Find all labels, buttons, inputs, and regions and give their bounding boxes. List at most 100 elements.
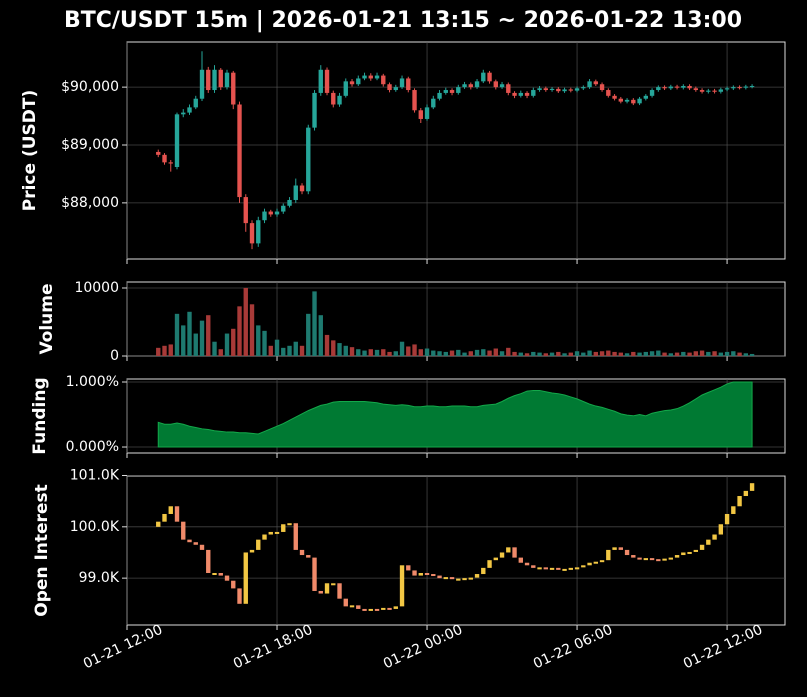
oi-candle-body <box>724 513 730 525</box>
candle-body <box>687 85 692 89</box>
volume-bar <box>718 352 724 356</box>
volume-bar <box>562 353 567 356</box>
candle-body <box>481 72 486 82</box>
oi-candle-body <box>424 573 430 576</box>
volume-bar <box>331 340 336 356</box>
volume-bar <box>306 313 311 356</box>
candle-body <box>406 78 411 91</box>
candle-body <box>499 84 505 88</box>
oi-candle-body <box>399 565 405 607</box>
x-tick-label: 01-22 00:00 <box>381 622 465 673</box>
oi-candle-body <box>449 577 455 580</box>
candle-body <box>712 90 717 92</box>
oi-candle-body <box>649 558 655 561</box>
candle-body <box>287 199 292 206</box>
oi-candle-body <box>287 523 292 526</box>
candle-body <box>456 87 461 93</box>
candle-body <box>218 69 223 88</box>
candle-body <box>537 88 542 91</box>
candle-body <box>624 99 630 102</box>
x-tick-label: 01-21 12:00 <box>81 622 165 673</box>
oi-candle-body <box>512 547 517 558</box>
candle-body <box>168 162 173 164</box>
oi-candle-body <box>193 542 198 545</box>
y-tick-label: 100.0K <box>70 519 120 535</box>
volume-bar <box>699 350 705 356</box>
candle-body <box>443 90 448 93</box>
candle-body <box>162 154 167 163</box>
candle-body <box>349 81 355 85</box>
candle-body <box>581 87 586 89</box>
candle-body <box>393 87 398 91</box>
x-tick-label: 01-22 12:00 <box>681 622 765 673</box>
volume-bar <box>556 351 561 356</box>
volume-bar <box>624 353 630 356</box>
volume-bar <box>737 352 742 356</box>
volume-bar <box>162 345 167 356</box>
oi-candle-body <box>643 558 649 561</box>
volume-bar <box>381 349 386 356</box>
candle-body <box>662 87 667 89</box>
candle-body <box>668 86 674 89</box>
volume-bar <box>349 347 355 356</box>
oi-candle-body <box>418 573 423 576</box>
oi-candle-body <box>381 607 386 610</box>
volume-bar <box>724 351 730 356</box>
oi-candle-body <box>156 521 161 527</box>
oi-candle-body <box>487 560 492 568</box>
oi-candle-body <box>556 567 561 570</box>
y-axis-label: Funding <box>30 377 50 454</box>
oi-candle-body <box>612 547 617 550</box>
candle-body <box>368 75 373 79</box>
oi-candle-body <box>562 568 567 571</box>
volume-bar <box>337 343 342 356</box>
volume-bar <box>518 352 523 356</box>
oi-candle-body <box>674 555 680 558</box>
volume-bar <box>668 353 674 356</box>
candle-body <box>649 90 655 96</box>
y-tick-label: 1.000% <box>66 374 119 390</box>
volume-bar <box>206 315 211 356</box>
oi-candle-body <box>593 561 598 564</box>
candle-body <box>343 81 348 96</box>
oi-candle-body <box>406 565 411 571</box>
oi-candle-body <box>549 567 555 570</box>
volume-bar <box>293 341 298 356</box>
volume-bar <box>174 313 180 356</box>
oi-candle-body <box>187 539 192 543</box>
volume-bar <box>287 345 292 356</box>
oi-candle-body <box>468 577 473 580</box>
candle-body <box>362 75 367 79</box>
volume-bar <box>237 306 242 356</box>
oi-candle-body <box>743 490 749 497</box>
candle-body <box>593 81 598 85</box>
volume-bar <box>568 352 573 356</box>
oi-candle-body <box>281 524 286 532</box>
oi-candle-body <box>431 574 436 577</box>
volume-bar <box>268 345 273 356</box>
volume-bar <box>587 350 592 356</box>
volume-bar <box>474 349 480 356</box>
candle-body <box>543 88 548 91</box>
candle-body <box>574 88 580 91</box>
volume-bar <box>299 345 305 356</box>
candle-body <box>318 69 323 93</box>
y-tick-label: 99.0K <box>79 570 120 586</box>
volume-bar <box>612 351 617 356</box>
volume-bar <box>618 352 624 356</box>
volume-bar <box>387 351 392 356</box>
volume-bar <box>524 353 530 356</box>
candle-body <box>531 90 536 96</box>
oi-candle-body <box>506 547 511 553</box>
y-tick-label: 0 <box>110 348 119 364</box>
oi-candle-body <box>624 549 630 556</box>
candle-body <box>231 72 236 105</box>
oi-candle-body <box>262 534 267 540</box>
candle-body <box>281 205 286 212</box>
candle-body <box>306 127 311 192</box>
oi-candle-body <box>231 580 236 589</box>
candle-body <box>206 69 211 91</box>
volume-bar <box>399 341 405 356</box>
oi-candle-body <box>174 506 180 522</box>
candle-body <box>618 98 624 102</box>
